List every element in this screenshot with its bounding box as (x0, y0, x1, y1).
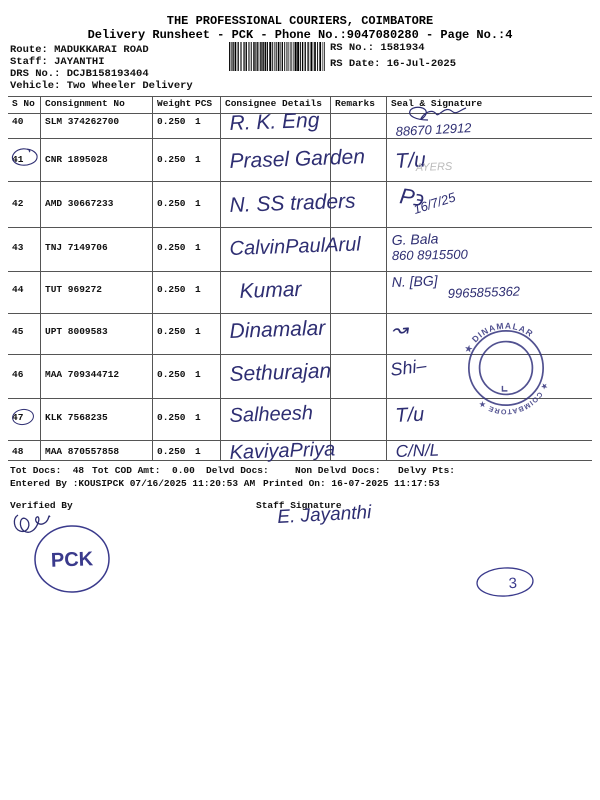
svg-text:PCK: PCK (51, 548, 95, 571)
svg-text:3: 3 (508, 575, 517, 592)
